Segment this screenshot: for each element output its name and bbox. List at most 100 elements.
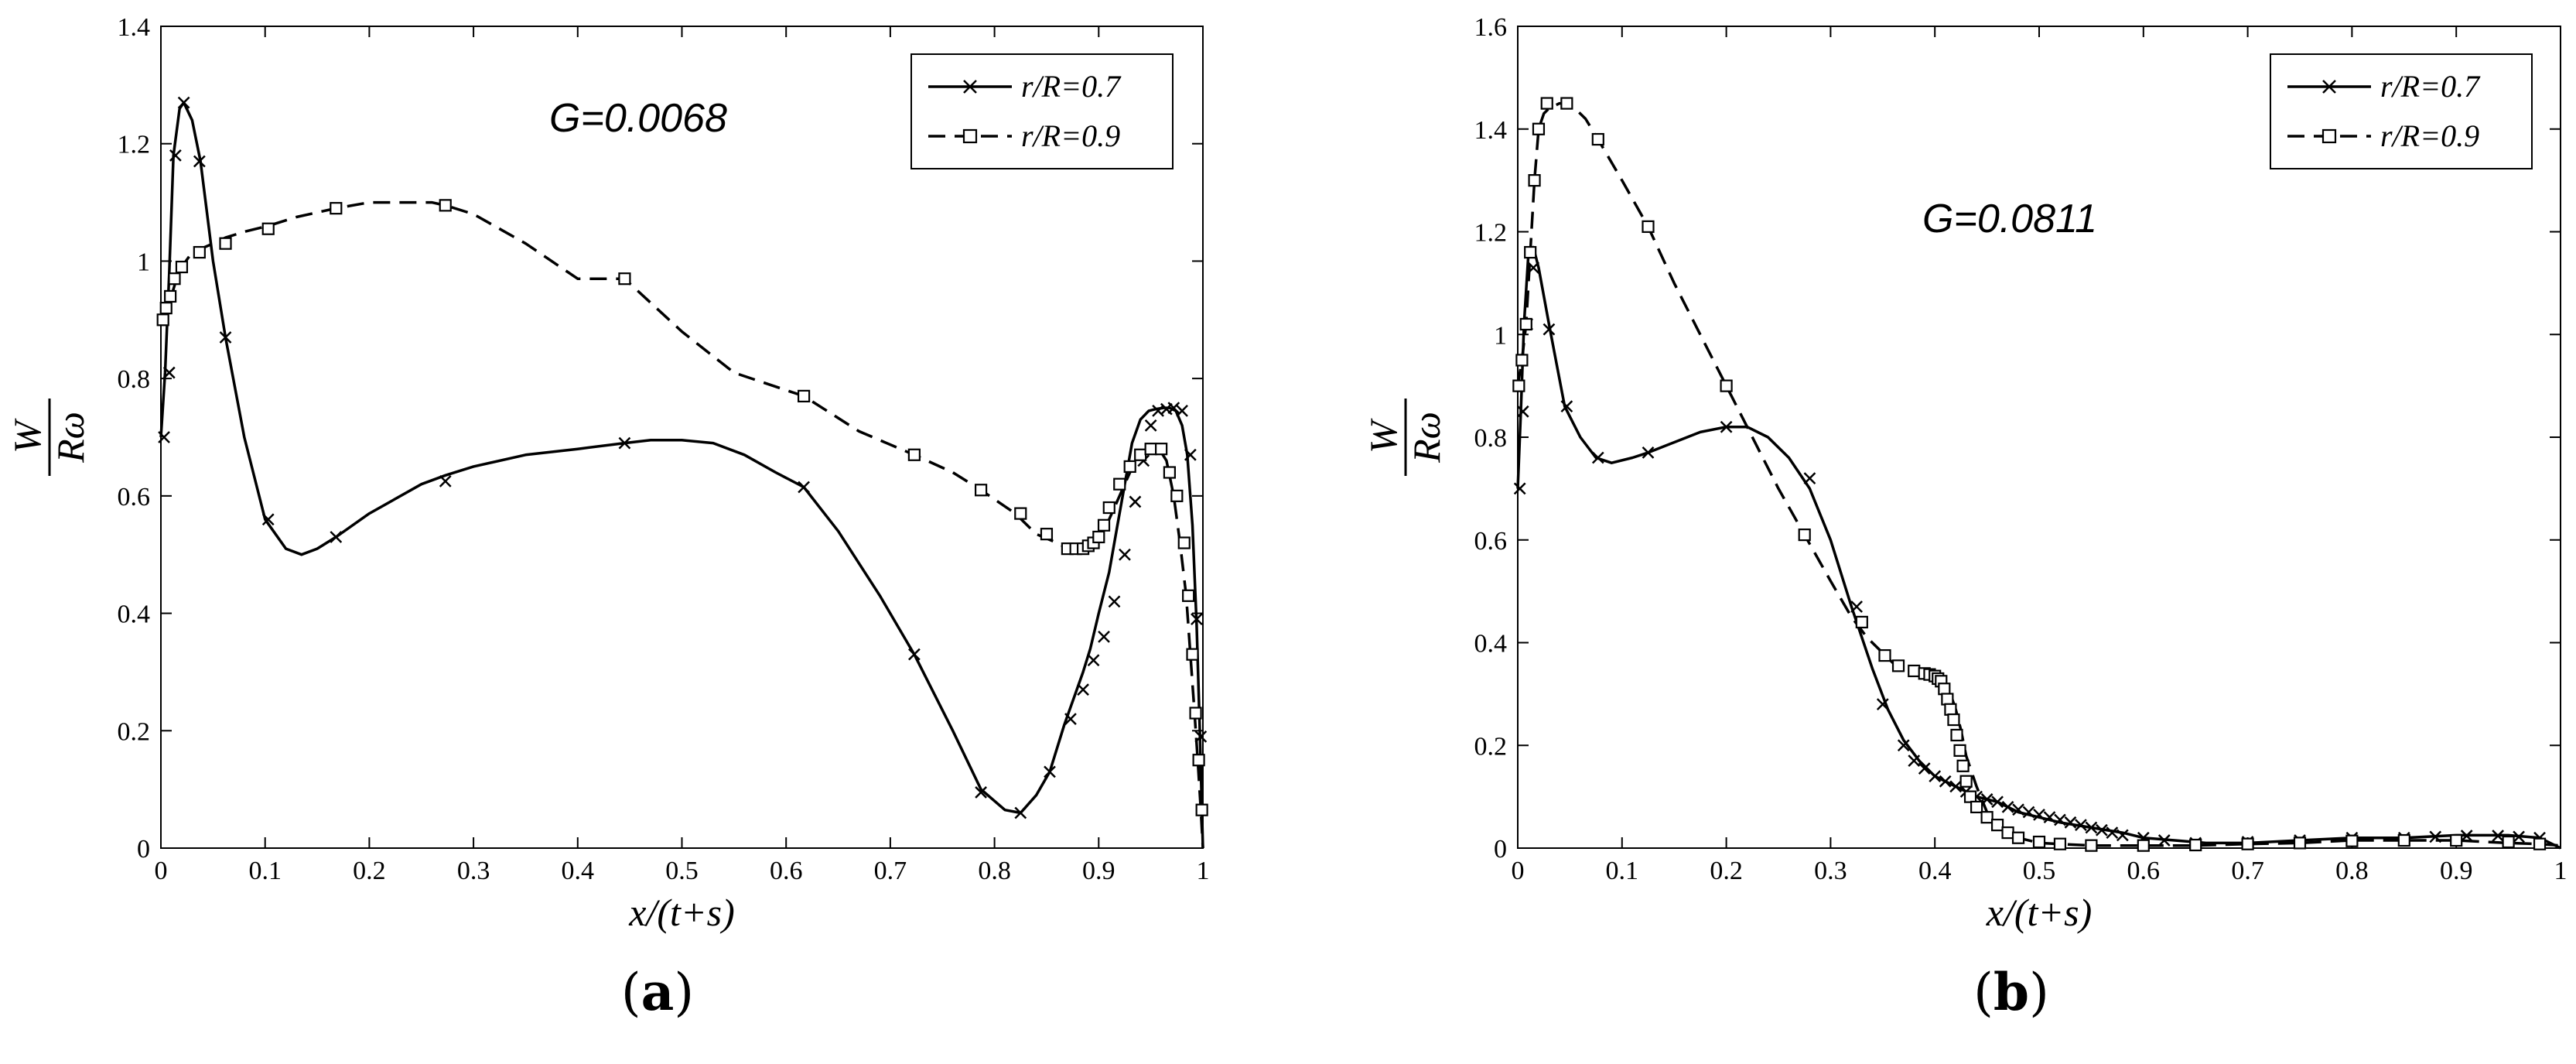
- data-point-square-marker: [797, 389, 811, 402]
- legend-label: r/R=0.9: [1021, 118, 1120, 153]
- data-point-square-marker: [1155, 443, 1168, 456]
- data-point-square-marker: [2137, 839, 2150, 852]
- data-point-x-marker: [177, 96, 190, 109]
- data-point-x-marker: [169, 149, 182, 162]
- series-r-R-0-7: [158, 96, 1208, 849]
- data-point-x-marker: [1129, 495, 1142, 508]
- data-point-x-marker: [1803, 472, 1816, 484]
- data-point-x-marker: [1184, 448, 1197, 461]
- data-point-square-marker: [330, 202, 343, 215]
- data-point-square-marker: [164, 289, 177, 303]
- data-point-square-marker: [1092, 530, 1105, 544]
- data-point-square-marker: [1540, 97, 1553, 110]
- x-tick-label: 0: [1512, 857, 1525, 885]
- data-point-square-marker: [1515, 354, 1529, 367]
- y-tick-label: 0.4: [118, 600, 151, 629]
- y-tick-label: 1.4: [118, 13, 151, 42]
- data-point-square-marker: [2053, 837, 2067, 850]
- data-point-square-marker: [974, 484, 988, 497]
- data-point-square-marker: [1947, 713, 1960, 727]
- data-point-x-marker: [618, 436, 631, 450]
- data-point-x-marker: [2513, 830, 2525, 843]
- data-point-x-marker: [2022, 806, 2035, 819]
- data-point-square-marker: [1512, 379, 1525, 392]
- y-tick-label: 0.2: [1474, 732, 1508, 761]
- y-axis-label: W Rω: [1361, 399, 1448, 476]
- data-point-x-marker: [1918, 762, 1931, 775]
- x-tick-label: 0.5: [665, 857, 699, 885]
- panel-a: 0 0.1 0.2 0.3 0.4 0.5 0.6 0.7 0.8 0.9 1 0 0.2 0.4 0.6 0…: [5, 13, 1210, 1022]
- legend-box: [910, 53, 1174, 169]
- data-point-square-marker: [2293, 836, 2307, 850]
- x-tick-label: 0.5: [2023, 857, 2056, 885]
- y-tick-label: 1.2: [1474, 219, 1508, 248]
- x-tick-label: 0.1: [248, 857, 282, 885]
- data-point-square-marker: [1163, 466, 1176, 479]
- data-point-square-marker: [1798, 529, 1811, 542]
- series-line: [1516, 245, 2561, 850]
- x-tick-label: 0.3: [457, 857, 490, 885]
- data-point-x-marker: [2492, 830, 2505, 842]
- data-point-square-marker: [1950, 728, 1963, 742]
- data-point-square-marker: [1560, 97, 1573, 110]
- x-tick-label: 0.2: [1710, 857, 1743, 885]
- y-axis-label-denominator: Rω: [1405, 412, 1448, 464]
- data-point-square-marker: [1990, 819, 2004, 832]
- y-tick-label: 0.4: [1474, 630, 1508, 659]
- data-point-x-marker: [1098, 631, 1110, 643]
- data-point-square-marker: [1014, 507, 1027, 520]
- series-r-R-0-7: [1513, 245, 2561, 850]
- data-point-square-marker: [1642, 220, 1655, 233]
- data-point-square-marker: [1123, 460, 1136, 474]
- data-point-square-marker: [168, 272, 181, 286]
- y-tick-label: 1: [1494, 321, 1507, 350]
- y-axis-label: W Rω: [5, 399, 92, 476]
- data-point-square-marker: [2502, 835, 2515, 849]
- data-point-square-marker: [1177, 536, 1191, 549]
- data-point-square-marker: [907, 448, 921, 461]
- data-point-square-marker: [2450, 833, 2463, 847]
- data-point-x-marker: [330, 531, 343, 543]
- data-point-x-marker: [1929, 770, 1942, 782]
- data-point-square-marker: [1189, 706, 1202, 720]
- y-axis-label-numerator: W: [5, 418, 49, 453]
- data-point-x-marker: [1087, 654, 1100, 667]
- x-tick-label: 1: [2554, 857, 2567, 885]
- legend-label: r/R=0.7: [2380, 69, 2481, 104]
- x-axis-label: x/(t+s): [1986, 891, 2092, 934]
- data-point-square-marker: [1186, 648, 1199, 661]
- panel-label: (b): [1973, 962, 2049, 1022]
- data-point-x-marker: [2106, 826, 2119, 839]
- data-point-square-marker: [1524, 245, 1537, 259]
- data-point-square-marker: [2533, 837, 2547, 850]
- x-tick-label: 0.9: [1082, 857, 1115, 885]
- data-point-x-marker: [1119, 548, 1131, 561]
- panel-b: 0 0.1 0.2 0.3 0.4 0.5 0.6 0.7 0.8 0.9 1 0 0.2 0.4 0.6 0…: [1361, 13, 2567, 1022]
- y-tick-label: 1.6: [1474, 13, 1508, 42]
- data-point-x-marker: [162, 366, 176, 379]
- data-point-square-marker: [2001, 826, 2014, 840]
- data-point-x-marker: [1176, 404, 1188, 417]
- data-point-square-marker: [1953, 744, 1966, 757]
- data-point-x-marker: [2012, 803, 2024, 816]
- data-point-x-marker: [439, 475, 452, 488]
- y-tick-label: 0.2: [118, 717, 151, 746]
- data-point-square-marker: [159, 302, 173, 315]
- legend-x-marker: [2322, 80, 2336, 94]
- data-point-x-marker: [1077, 683, 1089, 696]
- legend: r/R=0.7 r/R=0.9: [2270, 53, 2533, 169]
- data-point-square-marker: [1519, 317, 1532, 331]
- data-point-square-marker: [1113, 477, 1126, 491]
- x-tick-label: 0.3: [1814, 857, 1847, 885]
- data-point-square-marker: [1963, 790, 1977, 803]
- data-point-x-marker: [2001, 801, 2014, 813]
- data-point-x-marker: [1991, 795, 2004, 809]
- panel-letter: a: [641, 962, 675, 1022]
- x-tick-label: 0.4: [562, 857, 595, 885]
- data-point-x-marker: [1850, 600, 1863, 613]
- data-point-x-marker: [1642, 446, 1655, 459]
- series-line: [159, 200, 1204, 849]
- data-point-square-marker: [1144, 443, 1157, 456]
- data-point-x-marker: [1543, 323, 1556, 336]
- data-point-square-marker: [219, 237, 232, 250]
